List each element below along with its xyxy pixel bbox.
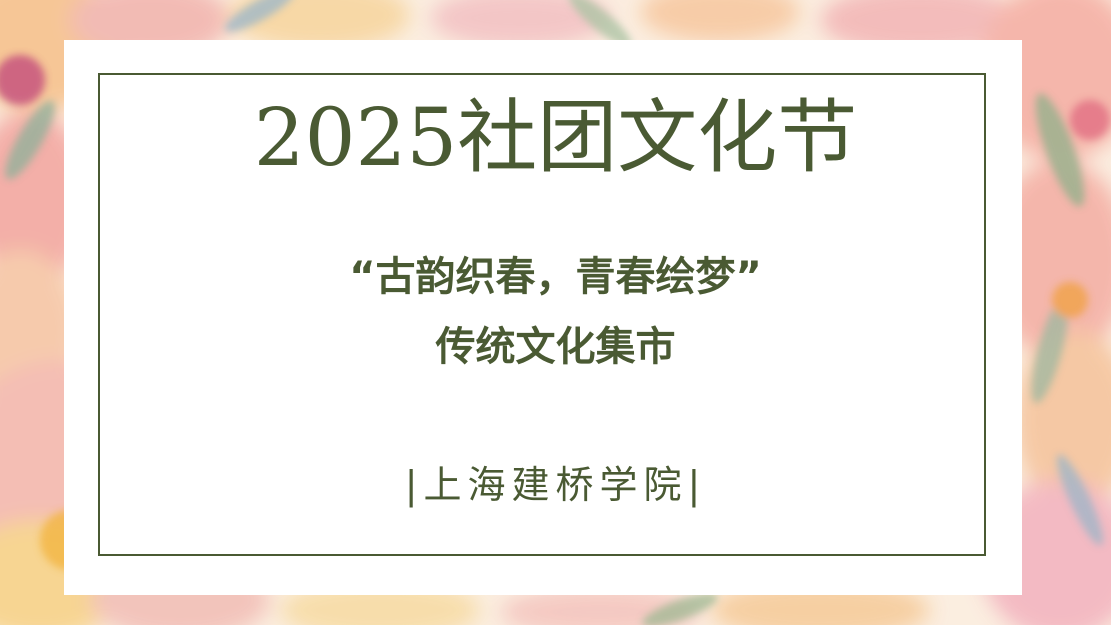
- institution-name: |上海建桥学院|: [404, 463, 707, 507]
- poster-subtitle-event: 传统文化集市: [435, 324, 676, 370]
- poster-card: [64, 40, 1022, 595]
- poster-title: 2025社团文化节: [253, 91, 858, 184]
- poster-frame: [98, 73, 986, 556]
- poster-subtitle-slogan: “古韵织春，青春绘梦”: [349, 254, 762, 300]
